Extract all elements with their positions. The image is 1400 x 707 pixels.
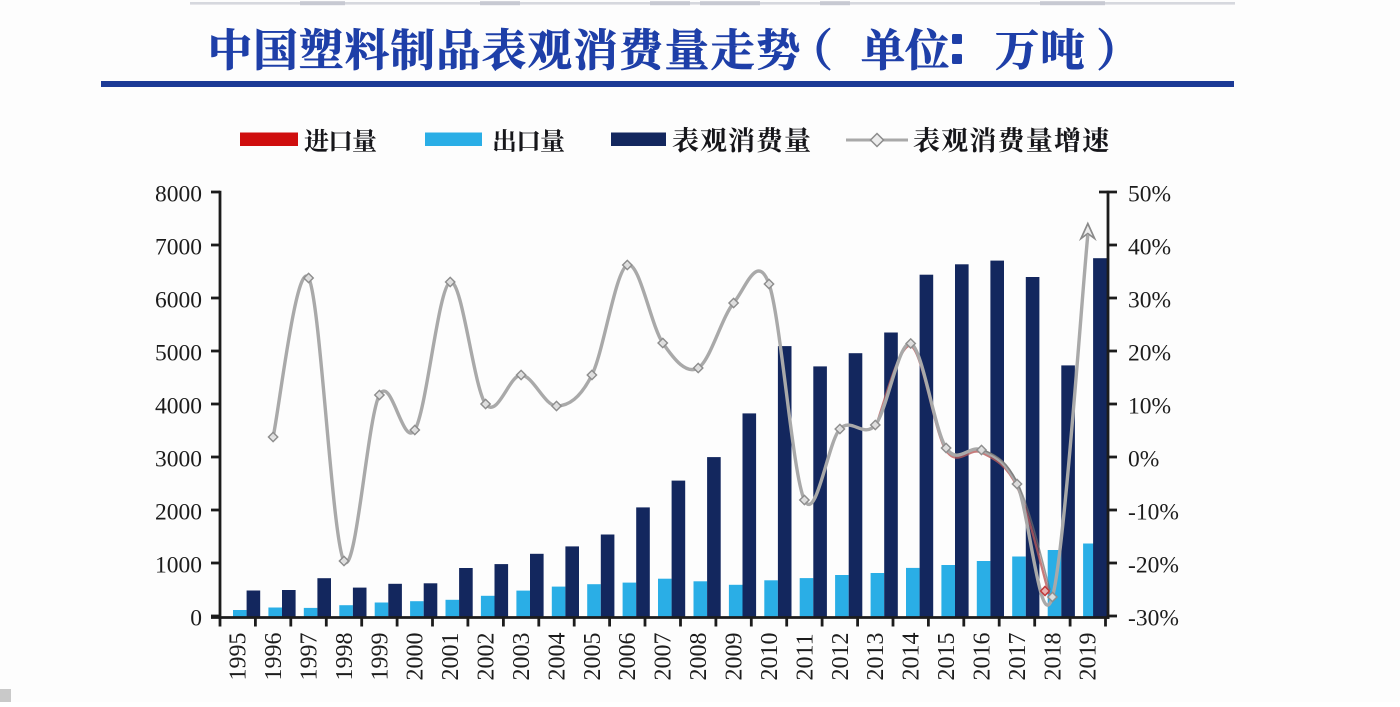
svg-text:2001: 2001 <box>438 633 464 681</box>
svg-text:1997: 1997 <box>296 633 322 681</box>
svg-text:2008: 2008 <box>686 633 712 681</box>
svg-text:2005: 2005 <box>580 633 606 681</box>
svg-text:2015: 2015 <box>934 633 960 681</box>
svg-text:2007: 2007 <box>651 633 677 681</box>
svg-text:2000: 2000 <box>155 499 202 525</box>
svg-text:0%: 0% <box>1128 446 1159 472</box>
svg-text:40%: 40% <box>1128 234 1171 260</box>
svg-text:8000: 8000 <box>155 181 202 207</box>
svg-text:4000: 4000 <box>155 393 202 419</box>
svg-text:2011: 2011 <box>792 633 818 680</box>
svg-text:2019: 2019 <box>1076 633 1102 681</box>
svg-text:2014: 2014 <box>899 633 925 681</box>
svg-text:1996: 1996 <box>261 633 287 681</box>
svg-text:0: 0 <box>190 605 202 631</box>
svg-text:2009: 2009 <box>722 633 748 681</box>
svg-text:-30%: -30% <box>1128 605 1179 631</box>
svg-text:2002: 2002 <box>474 633 500 681</box>
svg-text:2000: 2000 <box>403 633 429 681</box>
svg-text:3000: 3000 <box>155 446 202 472</box>
svg-text:-20%: -20% <box>1128 552 1179 578</box>
svg-text:2003: 2003 <box>509 633 535 681</box>
svg-text:1000: 1000 <box>155 552 202 578</box>
svg-text:2006: 2006 <box>615 633 641 681</box>
svg-text:2016: 2016 <box>969 633 995 681</box>
svg-text:1998: 1998 <box>332 633 358 681</box>
svg-text:-10%: -10% <box>1128 499 1179 525</box>
svg-text:2017: 2017 <box>1005 633 1031 681</box>
svg-text:1995: 1995 <box>226 633 252 681</box>
svg-text:5000: 5000 <box>155 340 202 366</box>
svg-text:10%: 10% <box>1128 393 1171 419</box>
svg-text:2010: 2010 <box>757 633 783 681</box>
svg-text:2018: 2018 <box>1040 633 1066 681</box>
svg-text:2004: 2004 <box>544 633 570 681</box>
svg-text:6000: 6000 <box>155 287 202 313</box>
svg-text:30%: 30% <box>1128 287 1171 313</box>
svg-text:7000: 7000 <box>155 234 202 260</box>
svg-text:20%: 20% <box>1128 340 1171 366</box>
svg-text:50%: 50% <box>1128 181 1171 207</box>
svg-text:2013: 2013 <box>863 633 889 681</box>
svg-text:1999: 1999 <box>367 633 393 681</box>
svg-text:2012: 2012 <box>828 633 854 681</box>
